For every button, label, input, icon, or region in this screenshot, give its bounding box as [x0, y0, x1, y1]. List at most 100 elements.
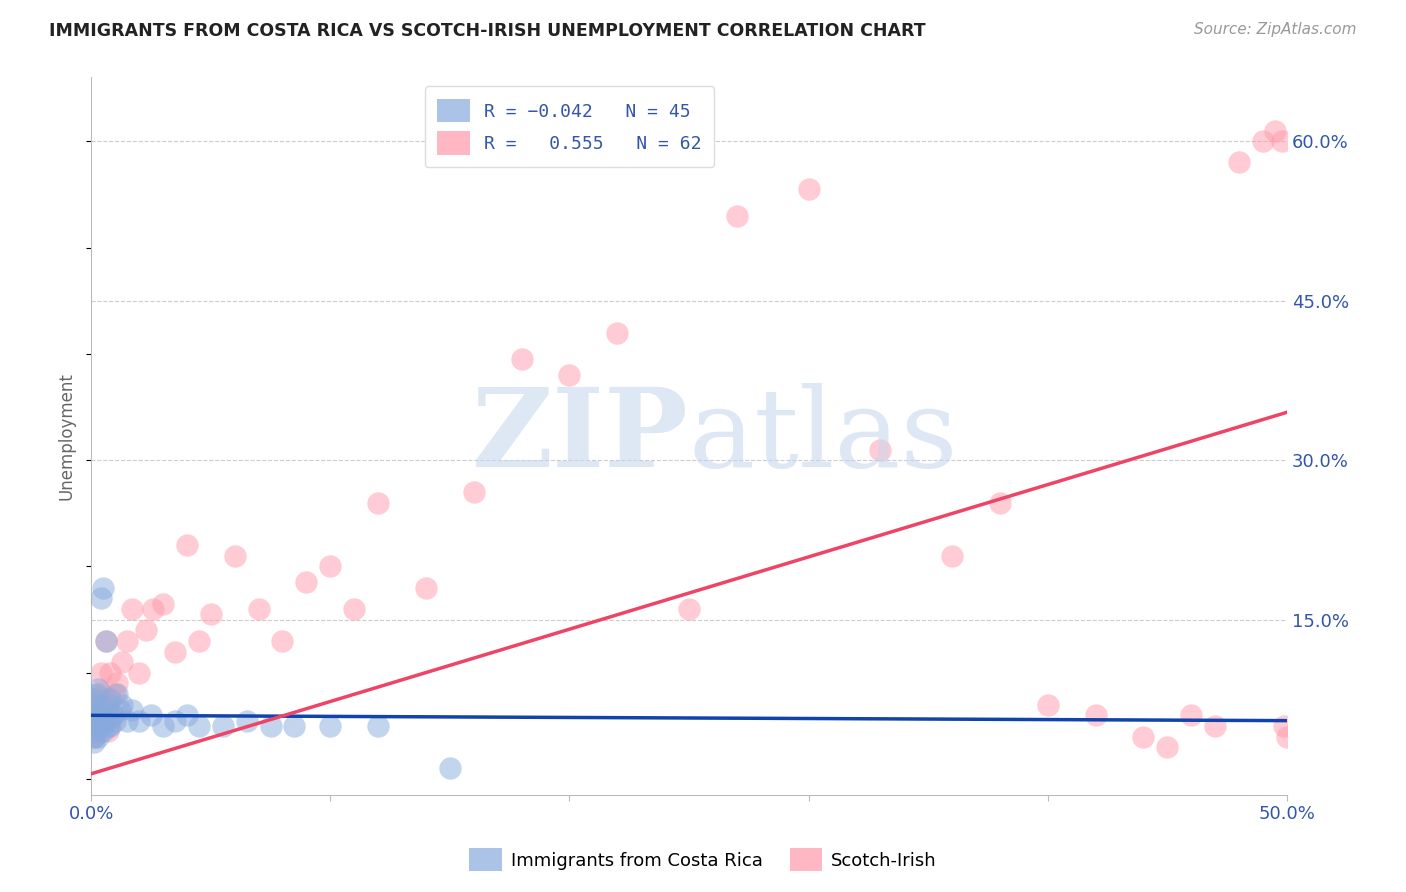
Point — [115, 714, 138, 728]
Point — [94, 714, 117, 728]
Point — [1251, 134, 1274, 148]
Point — [200, 607, 222, 622]
Point — [1275, 730, 1298, 744]
Legend: Immigrants from Costa Rica, Scotch-Irish: Immigrants from Costa Rica, Scotch-Irish — [463, 841, 943, 879]
Point — [725, 209, 748, 223]
Point — [152, 719, 174, 733]
Point — [83, 714, 105, 728]
Point — [84, 714, 107, 728]
Point — [84, 724, 107, 739]
Point — [988, 496, 1011, 510]
Point — [94, 634, 117, 648]
Point — [83, 719, 105, 733]
Point — [1156, 740, 1178, 755]
Point — [1084, 708, 1107, 723]
Point — [87, 687, 110, 701]
Point — [235, 714, 257, 728]
Point — [84, 719, 107, 733]
Point — [415, 581, 437, 595]
Point — [121, 602, 143, 616]
Point — [115, 634, 138, 648]
Point — [97, 719, 120, 733]
Point — [1264, 123, 1286, 137]
Point — [1274, 719, 1296, 733]
Point — [176, 538, 198, 552]
Point — [104, 687, 127, 701]
Point — [84, 687, 107, 701]
Point — [83, 730, 105, 744]
Point — [91, 703, 114, 717]
Point — [107, 687, 129, 701]
Point — [941, 549, 963, 563]
Point — [90, 719, 112, 733]
Point — [83, 703, 105, 717]
Point — [107, 676, 129, 690]
Point — [247, 602, 270, 616]
Point — [319, 559, 342, 574]
Text: ZIP: ZIP — [472, 383, 689, 490]
Point — [97, 724, 120, 739]
Point — [87, 681, 110, 696]
Point — [91, 581, 114, 595]
Point — [121, 703, 143, 717]
Point — [83, 692, 105, 706]
Point — [224, 549, 246, 563]
Point — [90, 708, 112, 723]
Point — [797, 182, 820, 196]
Point — [97, 692, 120, 706]
Point — [367, 496, 389, 510]
Point — [319, 719, 342, 733]
Point — [439, 762, 461, 776]
Point — [678, 602, 700, 616]
Point — [87, 714, 110, 728]
Point — [91, 724, 114, 739]
Point — [97, 698, 120, 712]
Point — [84, 698, 107, 712]
Point — [90, 714, 112, 728]
Point — [271, 634, 294, 648]
Point — [142, 602, 165, 616]
Point — [187, 634, 209, 648]
Point — [87, 708, 110, 723]
Point — [163, 644, 186, 658]
Point — [295, 575, 318, 590]
Point — [108, 703, 131, 717]
Point — [869, 442, 891, 457]
Legend: R = −0.042   N = 45, R =   0.555   N = 62: R = −0.042 N = 45, R = 0.555 N = 62 — [425, 87, 714, 167]
Point — [98, 665, 121, 680]
Point — [94, 634, 117, 648]
Point — [98, 719, 121, 733]
Point — [83, 730, 105, 744]
Point — [83, 708, 105, 723]
Point — [128, 665, 150, 680]
Point — [139, 708, 162, 723]
Point — [83, 735, 105, 749]
Point — [259, 719, 281, 733]
Point — [176, 708, 198, 723]
Point — [163, 714, 186, 728]
Point — [367, 719, 389, 733]
Point — [87, 698, 110, 712]
Point — [1227, 155, 1250, 169]
Point — [510, 352, 533, 367]
Text: atlas: atlas — [689, 383, 959, 490]
Point — [90, 591, 112, 606]
Point — [94, 714, 117, 728]
Point — [104, 714, 127, 728]
Point — [152, 597, 174, 611]
Point — [463, 485, 485, 500]
Point — [91, 687, 114, 701]
Point — [343, 602, 366, 616]
Point — [1132, 730, 1154, 744]
Text: Source: ZipAtlas.com: Source: ZipAtlas.com — [1194, 22, 1357, 37]
Point — [87, 730, 110, 744]
Point — [1204, 719, 1226, 733]
Point — [283, 719, 305, 733]
Point — [187, 719, 209, 733]
Point — [111, 655, 134, 669]
Point — [84, 703, 107, 717]
Point — [135, 624, 157, 638]
Point — [84, 724, 107, 739]
Point — [111, 698, 134, 712]
Point — [90, 665, 112, 680]
